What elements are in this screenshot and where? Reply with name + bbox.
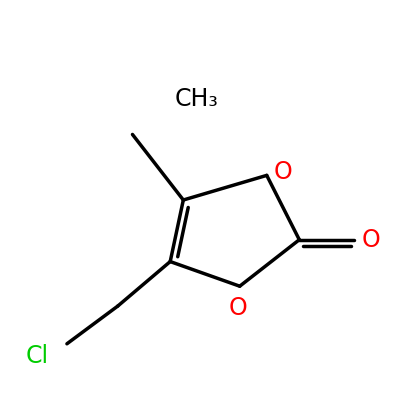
Text: O: O xyxy=(361,228,380,252)
Text: O: O xyxy=(228,296,247,320)
Text: O: O xyxy=(274,160,293,184)
Text: Cl: Cl xyxy=(26,344,49,368)
Text: CH₃: CH₃ xyxy=(174,87,218,111)
